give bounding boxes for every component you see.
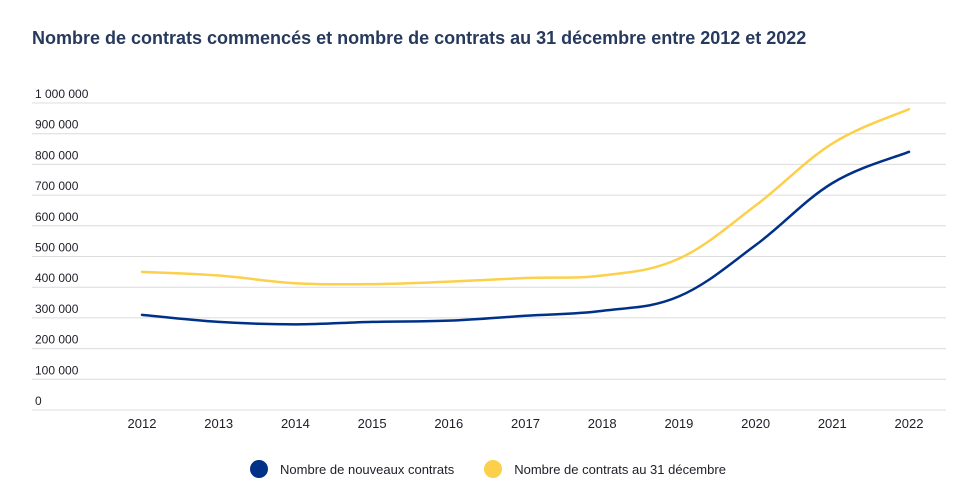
x-tick-label: 2013 xyxy=(204,416,233,431)
y-tick-label: 300 000 xyxy=(35,302,79,316)
x-tick-label: 2012 xyxy=(128,416,157,431)
x-tick-label: 2017 xyxy=(511,416,540,431)
x-tick-label: 2015 xyxy=(358,416,387,431)
x-tick-label: 2021 xyxy=(818,416,847,431)
y-tick-label: 700 000 xyxy=(35,179,79,193)
x-tick-label: 2018 xyxy=(588,416,617,431)
y-axis-tick-labels: 0 100 000 200 000 300 000 400 000 500 000 600 … xyxy=(35,87,89,408)
series-lines xyxy=(140,107,911,326)
x-tick-label: 2016 xyxy=(434,416,463,431)
legend-label-new-contracts: Nombre de nouveaux contrats xyxy=(280,461,455,477)
x-tick-label: 2022 xyxy=(895,416,924,431)
y-tick-label: 600 000 xyxy=(35,210,79,224)
y-tick-label: 1 000 000 xyxy=(35,87,89,101)
series-line-new-contracts xyxy=(140,150,911,326)
legend-item-new-contracts[interactable]: Nombre de nouveaux contrats xyxy=(250,460,454,478)
x-axis-tick-labels: 2012 2013 2014 2015 2016 2017 2018 2019 2020 2021… xyxy=(128,416,924,431)
y-tick-label: 100 000 xyxy=(35,363,79,377)
legend: Nombre de nouveaux contrats Nombre de co… xyxy=(0,460,976,478)
chart-title: Nombre de contrats commencés et nombre d… xyxy=(32,28,807,48)
y-tick-label: 200 000 xyxy=(35,333,79,347)
y-tick-label: 500 000 xyxy=(35,241,79,255)
legend-label-contracts-dec31: Nombre de contrats au 31 décembre xyxy=(514,461,726,477)
y-tick-label: 900 000 xyxy=(35,118,79,132)
y-tick-label: 0 xyxy=(35,394,42,408)
x-tick-label: 2019 xyxy=(664,416,693,431)
y-tick-label: 800 000 xyxy=(35,148,79,162)
gridlines xyxy=(32,102,946,411)
legend-swatch-new-contracts xyxy=(250,460,269,478)
series-line-contracts-dec31 xyxy=(140,107,911,286)
x-tick-label: 2020 xyxy=(741,416,770,431)
y-tick-label: 400 000 xyxy=(35,271,79,285)
x-tick-label: 2014 xyxy=(281,416,310,431)
legend-swatch-contracts-dec31 xyxy=(484,460,503,478)
legend-item-contracts-dec31[interactable]: Nombre de contrats au 31 décembre xyxy=(484,460,726,478)
